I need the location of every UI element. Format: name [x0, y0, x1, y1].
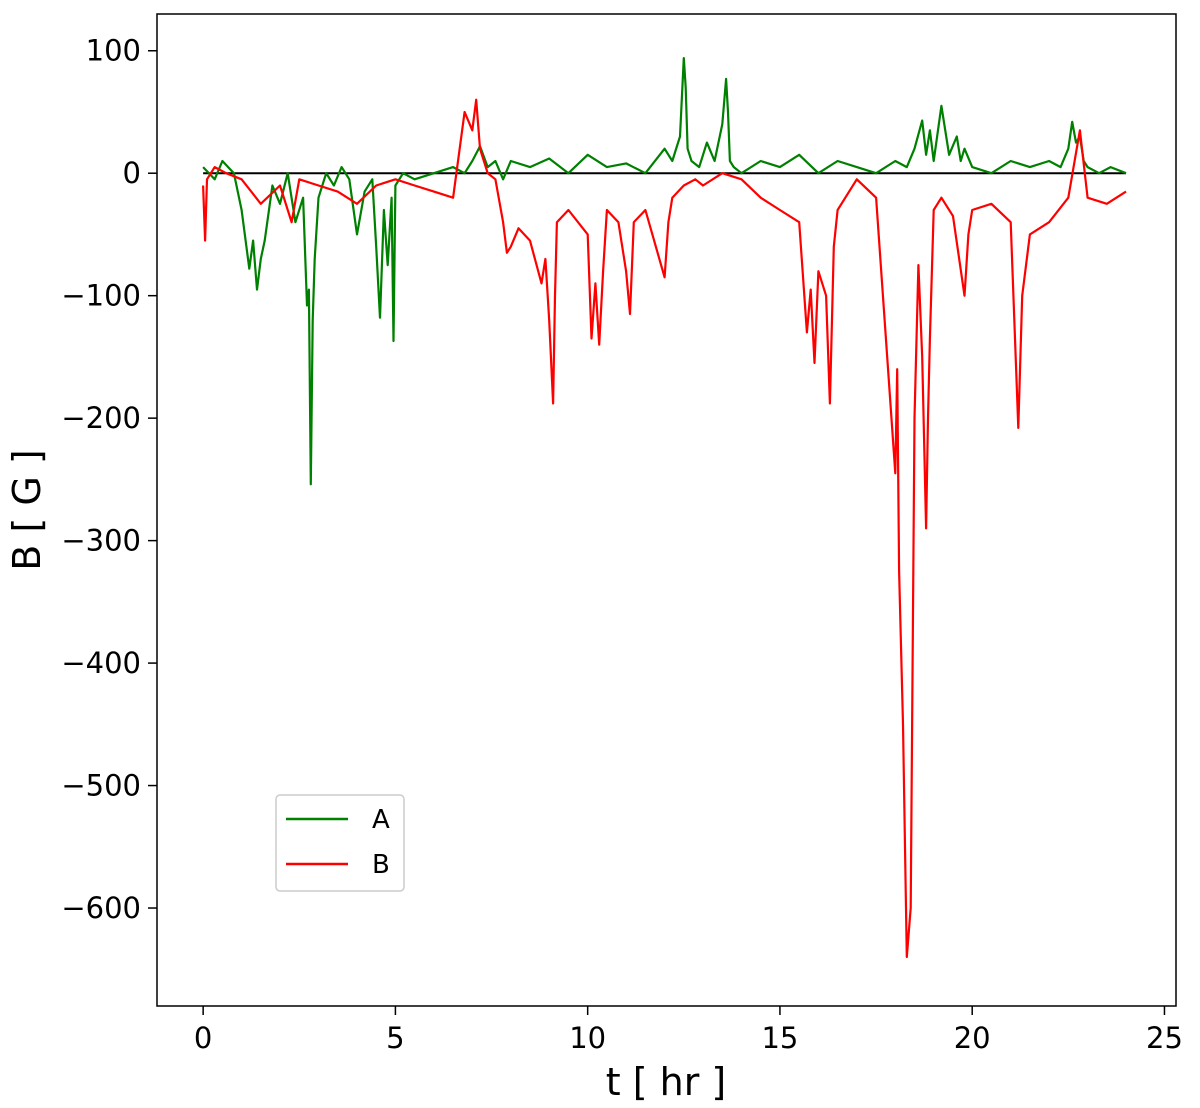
y-tick-label: −300 [61, 524, 141, 558]
series-line-a [202, 57, 1127, 486]
x-tick-label: 20 [954, 1021, 991, 1055]
x-tick-label: 15 [761, 1021, 798, 1055]
series-lines [202, 57, 1127, 959]
y-tick-label: 100 [86, 34, 141, 68]
y-axis-label: B [ G ] [5, 449, 49, 570]
y-tick-label: 0 [123, 156, 141, 190]
axis-ticks: 0 5 10 15 20 25 100 0 −100 −200 −300 −400 −500 −600 [61, 34, 1183, 1055]
legend-label-a: A [372, 805, 390, 835]
y-tick-label: −600 [61, 891, 141, 925]
legend-label-b: B [372, 850, 390, 880]
x-tick-label: 10 [569, 1021, 606, 1055]
x-tick-label: 5 [386, 1021, 404, 1055]
y-tick-label: −500 [61, 769, 141, 803]
y-tick-label: −200 [61, 401, 141, 435]
y-tick-label: −100 [61, 279, 141, 313]
x-axis-label: t [ hr ] [606, 1060, 727, 1104]
legend: A B [275, 794, 405, 892]
x-tick-label: 0 [194, 1021, 212, 1055]
x-tick-label: 25 [1146, 1021, 1183, 1055]
y-tick-label: −400 [61, 646, 141, 680]
series-line-b [202, 98, 1127, 959]
